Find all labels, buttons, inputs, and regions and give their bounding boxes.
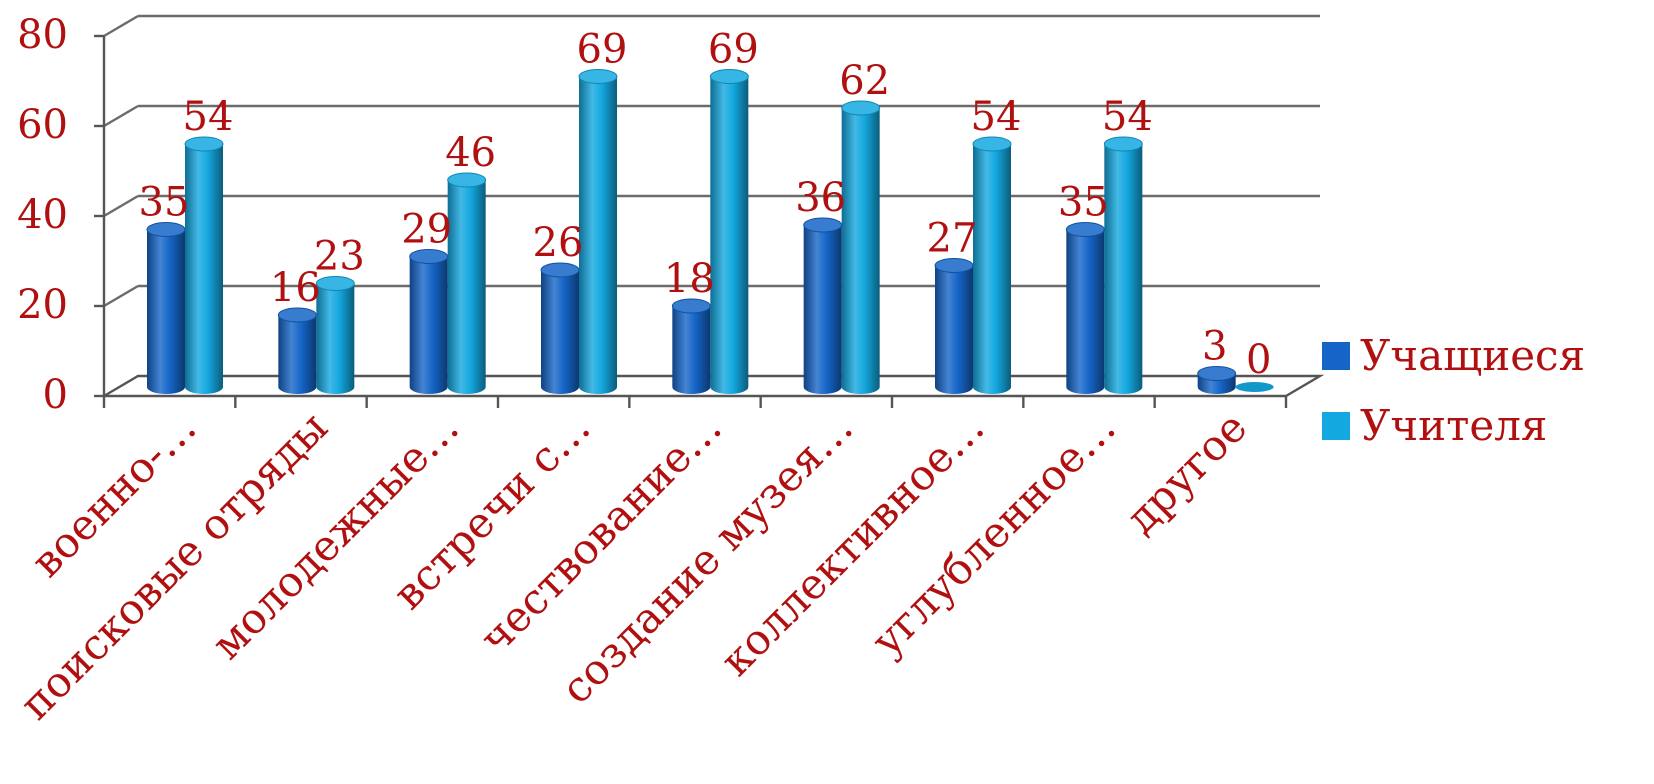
bar-body	[803, 225, 842, 395]
bar-body	[710, 76, 749, 395]
bar-body	[409, 256, 448, 395]
bar	[972, 136, 1012, 394]
data-label: 26	[533, 220, 584, 266]
bar-top	[578, 69, 618, 84]
bar-body	[579, 76, 617, 394]
bar-body	[841, 108, 880, 395]
data-label: 3	[1202, 324, 1227, 370]
bar-body	[185, 144, 223, 394]
bar-body	[147, 229, 185, 394]
data-label: 69	[708, 27, 759, 73]
bar-body	[1104, 144, 1143, 395]
y-tick-label: 40	[17, 192, 68, 238]
category-label: молодежные…	[202, 402, 468, 668]
data-label: 54	[183, 94, 234, 140]
bar	[1103, 136, 1143, 395]
gridline-diagonal	[103, 14, 139, 38]
gridline-diagonal	[103, 284, 139, 308]
bar-top	[1235, 382, 1274, 392]
bar-body	[1066, 229, 1105, 395]
data-label: 62	[839, 58, 890, 104]
bar	[184, 136, 224, 394]
gridline-diagonal	[103, 104, 139, 128]
bar	[803, 217, 843, 395]
legend-swatch	[1322, 412, 1350, 440]
data-label: 54	[1102, 94, 1153, 140]
bar	[315, 276, 355, 395]
y-tick-label: 80	[17, 12, 68, 58]
bar	[409, 249, 449, 395]
y-tick-label: 60	[17, 102, 68, 148]
legend-label: Учащиеся	[1360, 331, 1585, 380]
bar	[1197, 366, 1237, 395]
bar-top	[709, 69, 749, 84]
category-labels: военно-…поисковые отрядымолодежные…встре…	[10, 402, 1256, 729]
bar-body	[973, 144, 1011, 394]
bar-top	[841, 100, 881, 116]
bar-body	[447, 180, 486, 395]
data-label: 35	[139, 180, 190, 226]
bar-top	[972, 136, 1012, 152]
gridline-diagonal	[103, 194, 139, 218]
y-axis-ticks: 0 20 40 60 80	[17, 12, 68, 418]
data-label: 23	[314, 234, 365, 280]
data-label: 29	[401, 207, 452, 253]
category-label: углубленное…	[862, 402, 1125, 665]
bar-top	[1103, 136, 1143, 152]
bar-body	[316, 283, 355, 395]
bar-top	[184, 136, 224, 152]
bar	[671, 298, 711, 395]
bar	[934, 258, 974, 394]
bar-top	[447, 172, 487, 188]
bar-body	[672, 306, 711, 395]
data-label: 35	[1058, 180, 1109, 226]
bar	[709, 69, 749, 395]
bar	[841, 100, 881, 395]
y-tick-label: 0	[43, 372, 68, 418]
data-label: 46	[445, 130, 496, 176]
bar-body	[935, 265, 973, 394]
bar	[540, 262, 580, 394]
data-label: 36	[795, 175, 846, 221]
bar-body	[541, 270, 579, 394]
data-label: 18	[664, 256, 715, 302]
data-label: 16	[270, 265, 321, 311]
data-label: 69	[577, 27, 628, 73]
bar	[1065, 222, 1105, 395]
legend: Учащиеся Учителя	[1322, 331, 1585, 450]
data-label: 27	[927, 216, 978, 262]
data-label: 54	[971, 94, 1022, 140]
bar	[146, 222, 186, 394]
bar-top	[1197, 366, 1237, 381]
bar	[277, 307, 317, 395]
bar	[447, 172, 487, 395]
bar	[1235, 382, 1274, 392]
legend-label: Учителя	[1360, 401, 1547, 450]
bar-body	[278, 315, 317, 395]
y-tick-label: 20	[17, 282, 68, 328]
category-label: чествование…	[470, 402, 731, 663]
category-label: другое	[1116, 402, 1256, 542]
data-label: 0	[1246, 337, 1271, 383]
bars	[146, 69, 1274, 395]
bar	[578, 69, 618, 394]
legend-swatch	[1322, 342, 1350, 370]
bar-top	[315, 276, 355, 291]
